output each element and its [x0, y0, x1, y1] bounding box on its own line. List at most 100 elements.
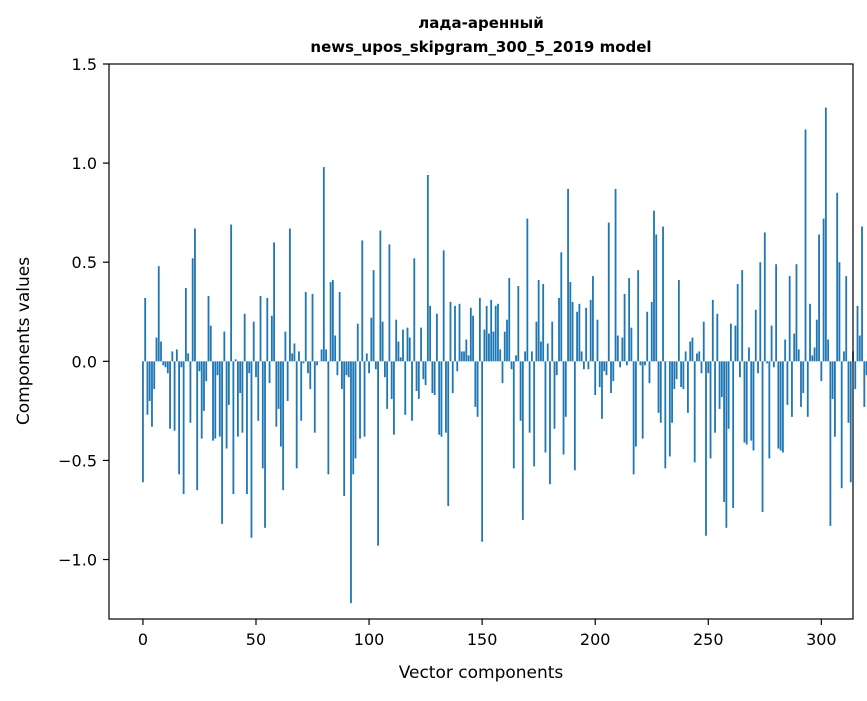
bar-51	[257, 361, 259, 420]
bar-150	[481, 361, 483, 541]
bar-88	[341, 361, 343, 389]
bar-284	[784, 340, 786, 362]
bar-226	[653, 211, 655, 362]
y-tick-label-5: 1.5	[72, 55, 97, 74]
bar-152	[486, 306, 488, 362]
bar-246	[698, 351, 700, 361]
bar-117	[407, 328, 409, 362]
bar-23	[194, 229, 196, 362]
bar-55	[266, 298, 268, 361]
bar-230	[662, 227, 664, 362]
bar-30	[210, 326, 212, 362]
bar-182	[554, 361, 556, 428]
bar-11	[167, 361, 169, 373]
bar-212	[621, 338, 623, 362]
bar-198	[590, 300, 592, 361]
y-tick-label-1: −0.5	[58, 451, 97, 470]
y-tick-label-2: 0.0	[72, 352, 97, 371]
bar-248	[703, 322, 705, 362]
bar-42	[237, 361, 239, 436]
bar-277	[768, 361, 770, 458]
bar-128	[431, 361, 433, 393]
bar-21	[190, 361, 192, 422]
bar-316	[857, 306, 859, 362]
bar-169	[524, 351, 526, 361]
bar-57	[271, 316, 273, 362]
bar-122	[418, 361, 420, 399]
bar-302	[825, 108, 827, 362]
bar-40	[232, 361, 234, 494]
bar-77	[316, 361, 318, 365]
bar-69	[298, 351, 300, 361]
bar-65	[289, 229, 291, 362]
bar-292	[802, 361, 804, 393]
bar-268	[748, 347, 750, 361]
bar-107	[384, 361, 386, 377]
bar-0	[142, 361, 144, 482]
bar-312	[848, 361, 850, 422]
bar-185	[560, 252, 562, 361]
bar-129	[434, 361, 436, 395]
bar-236	[676, 361, 678, 379]
bar-68	[296, 361, 298, 468]
bar-49	[253, 322, 255, 362]
bar-87	[339, 292, 341, 361]
bar-299	[818, 234, 820, 361]
bar-31	[212, 361, 214, 440]
bar-124	[422, 361, 424, 379]
bar-310	[843, 351, 845, 361]
bar-24	[196, 361, 198, 490]
bar-90	[346, 361, 348, 375]
bar-280	[775, 264, 777, 361]
bar-253	[714, 361, 716, 432]
bar-221	[642, 361, 644, 438]
bar-209	[615, 189, 617, 361]
bar-176	[540, 342, 542, 362]
bar-58	[273, 242, 275, 361]
bar-59	[275, 361, 277, 426]
bar-137	[452, 361, 454, 393]
bar-115	[402, 330, 404, 362]
bar-53	[262, 361, 264, 468]
bar-125	[425, 361, 427, 385]
chart-title-line-2: news_upos_skipgram_300_5_2019 model	[310, 38, 651, 56]
bar-319	[863, 361, 865, 407]
bar-104	[377, 361, 379, 545]
bar-178	[545, 361, 547, 452]
bar-28	[205, 361, 207, 381]
bar-240	[685, 351, 687, 361]
bar-237	[678, 280, 680, 361]
bar-297	[814, 347, 816, 361]
y-tick-label-0: −1.0	[58, 551, 97, 570]
bar-20	[187, 353, 189, 361]
bar-258	[725, 361, 727, 528]
bar-174	[536, 322, 538, 362]
bar-72	[305, 292, 307, 361]
bar-12	[169, 361, 171, 428]
bar-13	[171, 351, 173, 361]
bar-180	[549, 361, 551, 484]
bar-36	[223, 332, 225, 362]
bar-259	[728, 361, 730, 428]
bar-134	[445, 361, 447, 432]
bar-119	[411, 361, 413, 420]
bar-101	[370, 318, 372, 362]
bar-256	[721, 361, 723, 397]
bar-298	[816, 320, 818, 362]
bar-244	[694, 361, 696, 462]
bar-309	[841, 361, 843, 488]
bar-2	[147, 361, 149, 415]
bar-156	[495, 306, 497, 362]
bar-130	[436, 314, 438, 362]
bar-121	[416, 361, 418, 391]
bar-301	[823, 219, 825, 362]
bar-108	[386, 361, 388, 409]
bar-113	[398, 342, 400, 362]
x-tick-label-50: 50	[246, 630, 266, 649]
bar-109	[389, 244, 391, 361]
bar-71	[303, 361, 305, 363]
bar-144	[468, 355, 470, 361]
bar-203	[601, 361, 603, 418]
bar-29	[208, 296, 210, 361]
bar-188	[567, 189, 569, 361]
